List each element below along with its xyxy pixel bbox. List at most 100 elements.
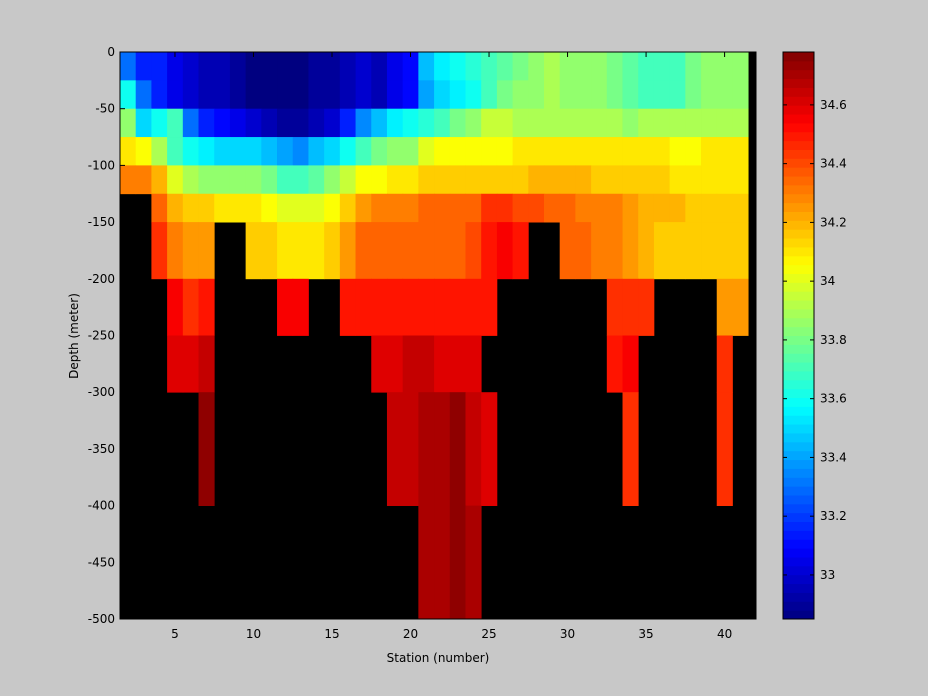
heatmap-cell [151,222,168,280]
heatmap-cell [716,52,733,81]
heatmap-cell [167,222,184,280]
heatmap-cell [434,108,451,138]
colorbar-strip [783,158,814,168]
heatmap-cell [261,80,278,110]
heatmap-cell [669,108,686,138]
heatmap-cell [198,392,215,506]
colorbar-strip [783,610,814,620]
heatmap-cell [386,278,404,336]
heatmap-cell [701,222,718,280]
heatmap-cell [434,278,451,336]
heatmap-cell [685,52,702,81]
colorbar-strip [783,114,814,124]
heatmap-cell [261,52,278,81]
heatmap-cell [245,165,262,195]
heatmap-cell [512,193,529,223]
heatmap-cell [151,52,168,81]
heatmap-cell [732,193,749,223]
heatmap-cell [528,165,545,195]
heatmap-cell [559,193,576,223]
heatmap-cell [167,335,184,393]
heatmap-cell [229,165,247,195]
heatmap-cell [481,392,498,506]
heatmap-cell [496,52,513,81]
heatmap-cell [292,222,309,280]
heatmap-cell [701,137,718,166]
colorbar-strip [783,450,814,461]
heatmap-cell [182,278,199,336]
heatmap-cell [371,193,388,223]
heatmap-cell [606,222,623,280]
heatmap-cell [402,335,419,393]
heatmap-cell [575,80,592,110]
heatmap-cell [418,108,435,138]
colorbar-strip [783,52,814,62]
heatmap-cell [653,80,671,110]
x-tick-label: 35 [638,627,653,641]
heatmap-cell [559,137,576,166]
heatmap-cell [135,137,152,166]
heatmap-cell [638,52,655,81]
heatmap-cell [591,80,608,110]
heatmap-cell [339,278,356,336]
x-tick-label: 15 [324,627,339,641]
heatmap-cell [371,335,388,393]
colorbar-strip [783,105,814,115]
heatmap-cell [167,165,184,195]
heatmap-cell [120,165,137,195]
heatmap-cell [418,193,435,223]
heatmap-cell [496,193,513,223]
colorbar-strip [783,131,814,142]
heatmap-cell [418,392,435,506]
heatmap-cell [622,278,639,336]
colorbar-strip [783,317,814,328]
heatmap-cell [544,193,561,223]
heatmap-cell [575,165,592,195]
heatmap-cell [135,52,152,81]
heatmap-cell [198,80,215,110]
heatmap-cell [245,108,262,138]
heatmap-cell [496,222,513,280]
heatmap-cell [606,80,623,110]
heatmap-cell [434,505,451,620]
colorbar-strip [783,202,814,212]
heatmap-cell [182,335,199,393]
colorbar-tick-label: 34.4 [820,157,847,171]
heatmap-cell [214,193,231,223]
heatmap-cell [591,222,608,280]
heatmap-cell [496,80,513,110]
heatmap-cell [716,165,733,195]
heatmap-cell [622,222,639,280]
heatmap-cell [685,80,702,110]
heatmap-cell [622,392,639,506]
heatmap-cell [151,80,168,110]
heatmap-cell [669,193,686,223]
colorbar-strip [783,379,814,390]
heatmap-cell [245,222,262,280]
heatmap-cell [277,80,294,110]
colorbar-strip [783,96,814,106]
heatmap-cell [120,137,137,166]
colorbar-tick-label: 33 [820,568,835,582]
heatmap-cell [277,222,294,280]
heatmap-cell [449,278,466,336]
heatmap-cell [308,165,325,195]
heatmap-cell [622,165,639,195]
heatmap-cell [292,52,309,81]
heatmap-cell [324,52,341,81]
heatmap-cell [386,193,404,223]
colorbar-strip [783,344,814,354]
x-tick-label: 30 [560,627,575,641]
colorbar-strip [783,503,814,514]
heatmap-cell [701,193,718,223]
heatmap-cell [465,392,482,506]
heatmap-cell [355,193,372,223]
heatmap-cell [622,137,639,166]
colorbar-strip [783,459,814,469]
colorbar-ticks: 33 33.2 33.4 33.6 33.8 34 34.2 34.4 34.6 [783,98,847,582]
heatmap-cell [559,80,576,110]
heatmap-cell [481,222,498,280]
colorbar-strip [783,255,814,266]
heatmap-cell [198,278,215,336]
